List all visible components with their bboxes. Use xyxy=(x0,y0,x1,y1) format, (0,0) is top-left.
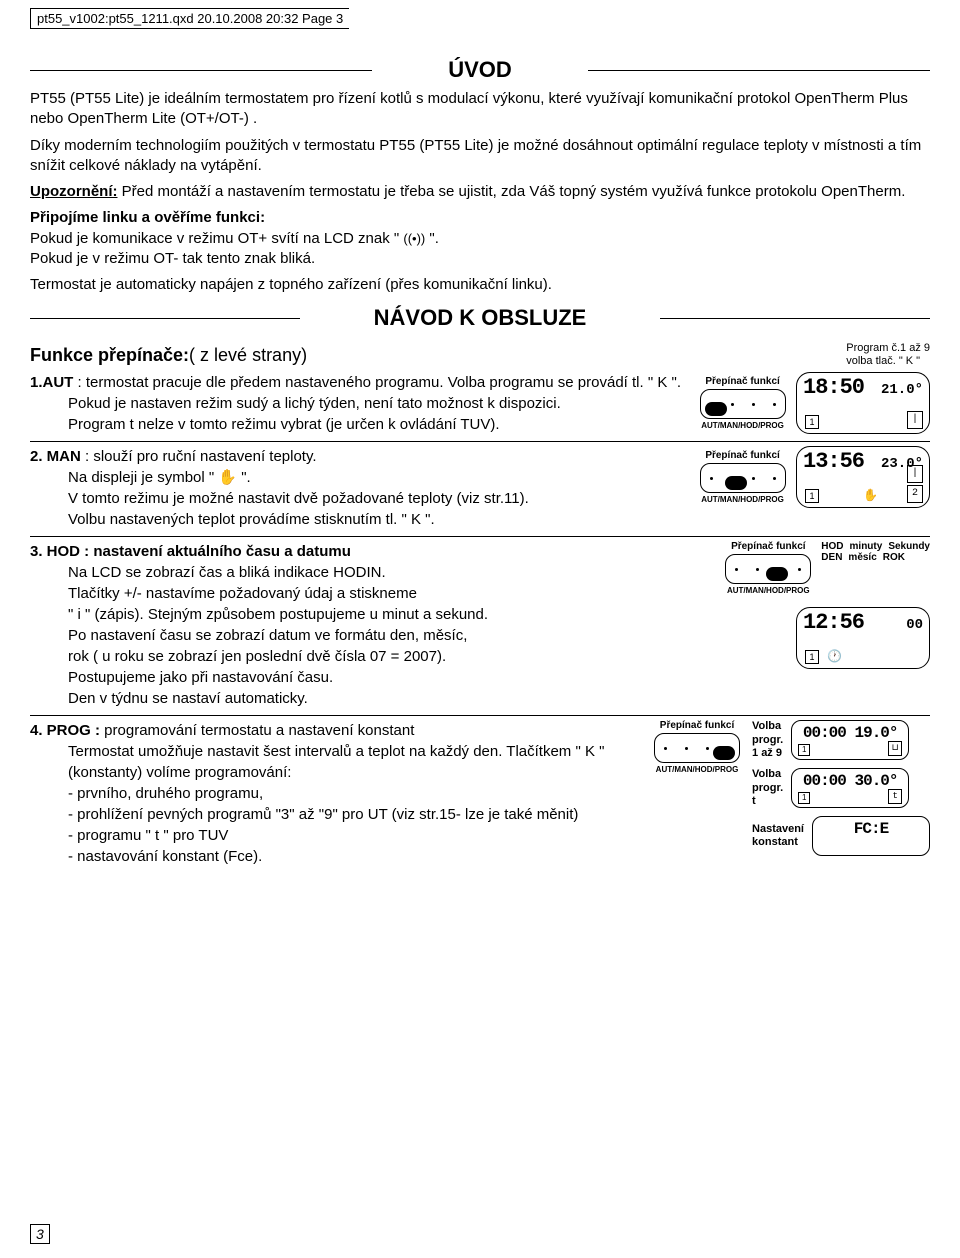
connect-p: Připojíme linku a ověříme funkci: Pokud … xyxy=(30,208,930,269)
connect-line1a: Pokud je komunikace v režimu OT+ svítí n… xyxy=(30,230,403,247)
aut-body1: : termostat pracuje dle předem nastavené… xyxy=(73,374,681,391)
print-header: pt55_v1002:pt55_1211.qxd 20.10.2008 20:3… xyxy=(30,8,349,29)
antenna-icon: ((•)) xyxy=(403,231,425,246)
lcd-hod: 12:5600 1 🕐 xyxy=(796,607,930,669)
program-label: Program č.1 až 9 volba tlač. " K " xyxy=(846,342,930,368)
func-heading: Funkce přepínače:( z levé strany) xyxy=(30,345,307,366)
connect-line2: Pokud je v režimu OT- tak tento znak bli… xyxy=(30,250,315,267)
man-body4: Volbu nastavených teplot provádíme stisk… xyxy=(30,509,930,530)
page-number: 3 xyxy=(30,1224,50,1244)
aut-head: 1.AUT xyxy=(30,374,73,391)
lcd-prog-2: 00:00 30.0° 1 t xyxy=(791,768,909,808)
aut-graphics: Přepínač funkcí AUT/MAN/HOD/PROG 18:5021… xyxy=(694,372,930,434)
hod-body7: Den v týdnu se nastaví automaticky. xyxy=(30,688,930,709)
lcd-aut: 18:5021.0° 1 | xyxy=(796,372,930,434)
divider xyxy=(30,536,930,537)
prog-side-label-3: Nastaveníkonstant xyxy=(752,823,804,849)
hod-body6: Postupujeme jako při nastavování času. xyxy=(30,667,930,688)
switch-diagram-prog: Přepínač funkcí AUT/MAN/HOD/PROG xyxy=(654,720,740,774)
hod-graphics: Přepínač funkcí AUT/MAN/HOD/PROG HODminu… xyxy=(719,541,930,669)
prog-side-label-2: Volbaprogr.t xyxy=(752,768,783,808)
hod-top-labels2: DENměsícROK xyxy=(821,552,930,563)
prog-side-label-1: Volbaprogr.1 až 9 xyxy=(752,720,783,760)
prog-head: 4. PROG : xyxy=(30,722,100,739)
section-title-navod: NÁVOD K OBSLUZE xyxy=(30,305,930,331)
divider xyxy=(30,441,930,442)
switch-diagram-hod: Přepínač funkcí AUT/MAN/HOD/PROG xyxy=(725,541,811,595)
connect-line1b: ". xyxy=(425,230,439,247)
warning-text: Před montáží a nastavením termostatu je … xyxy=(118,183,906,200)
intro-p2: Díky moderním technologiím použitých v t… xyxy=(30,136,930,177)
section-title-uvod: ÚVOD xyxy=(30,57,930,83)
connect-bold: Připojíme linku a ověříme funkci: xyxy=(30,209,265,226)
prog-head2: programování termostatu a nastavení kons… xyxy=(100,722,414,739)
intro-p1: PT55 (PT55 Lite) je ideálním termostatem… xyxy=(30,89,930,130)
switch-diagram-man: Přepínač funkcí AUT/MAN/HOD/PROG xyxy=(700,450,786,504)
man-body1: : slouží pro ruční nastavení teploty. xyxy=(81,448,317,465)
man-graphics: Přepínač funkcí AUT/MAN/HOD/PROG 13:5623… xyxy=(694,446,930,508)
lcd-prog-3: FC:E xyxy=(812,816,930,856)
hod-top-labels: HODminutySekundy xyxy=(821,541,930,552)
lcd-prog-1: 00:00 19.0° 1 ⊔ xyxy=(791,720,909,760)
hod-head: 3. HOD : nastavení aktuálního času a dat… xyxy=(30,543,351,560)
prog-graphics: Přepínač funkcí AUT/MAN/HOD/PROG Volbapr… xyxy=(648,720,930,856)
man-head: 2. MAN xyxy=(30,448,81,465)
warning-p: Upozornění: Před montáží a nastavením te… xyxy=(30,182,930,202)
switch-diagram-aut: Přepínač funkcí AUT/MAN/HOD/PROG xyxy=(700,376,786,430)
auto-power-p: Termostat je automaticky napájen z topné… xyxy=(30,275,930,295)
divider xyxy=(30,715,930,716)
lcd-man: 13:5623.0° 1 ✋ | 2 xyxy=(796,446,930,508)
warning-label: Upozornění: xyxy=(30,183,118,200)
